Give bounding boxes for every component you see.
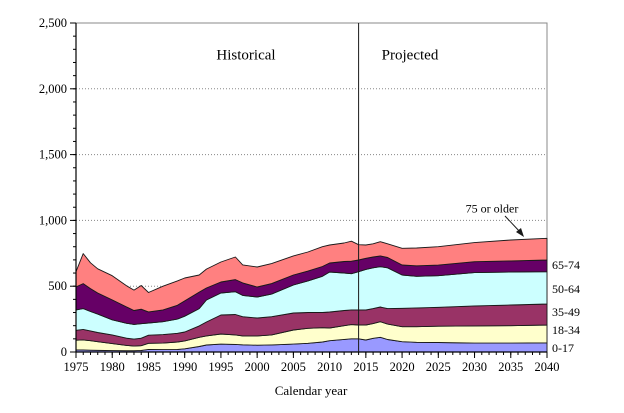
x-tick-label: 2030 (462, 360, 487, 374)
x-tick-label: 2035 (498, 360, 523, 374)
x-tick-label: 2000 (245, 360, 270, 374)
x-tick-label: 1985 (136, 360, 161, 374)
projected-zone-label: Projected (381, 47, 439, 64)
series-label-50-64: 50-64 (552, 282, 580, 296)
historical-zone-label: Historical (216, 47, 276, 64)
x-tick-label: 2025 (426, 360, 451, 374)
x-tick-label: 2010 (317, 360, 342, 374)
x-tick-label: 2005 (281, 360, 306, 374)
x-tick-label: 2015 (353, 360, 378, 374)
y-tick-label: 2,000 (39, 82, 67, 96)
annotation-arrowhead (516, 228, 524, 237)
x-axis-title: Calendar year (274, 383, 348, 398)
x-tick-label: 1975 (64, 360, 89, 374)
series-label-65-74: 65-74 (552, 258, 580, 272)
y-tick-label: 1,500 (39, 148, 67, 162)
x-tick-label: 2020 (390, 360, 415, 374)
series-label-18-34: 18-34 (552, 323, 580, 337)
y-tick-label: 1,000 (39, 213, 67, 227)
series-label-35-49: 35-49 (552, 305, 580, 319)
area-75-or-older (75, 237, 548, 313)
y-tick-label: 500 (48, 279, 67, 293)
x-tick-label: 1995 (208, 360, 233, 374)
x-tick-label: 1980 (100, 360, 125, 374)
annotation-75-or-older: 75 or older (465, 201, 519, 216)
x-tick-label: 2040 (535, 360, 560, 374)
series-label-0-17: 0-17 (552, 341, 574, 355)
y-tick-label: 0 (61, 345, 67, 359)
x-tick-label: 1990 (172, 360, 197, 374)
y-tick-label: 2,500 (39, 16, 67, 30)
